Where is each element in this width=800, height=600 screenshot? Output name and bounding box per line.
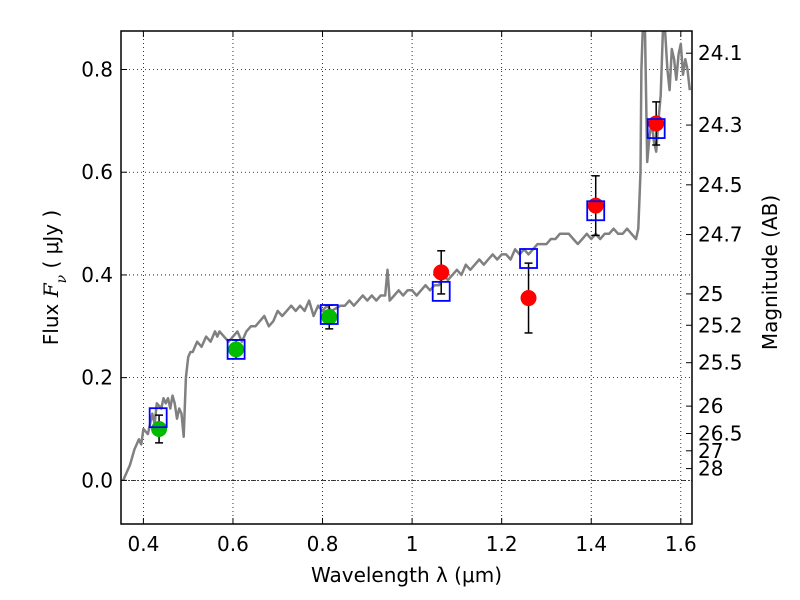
x-axis-label: Wavelength λ (μm)	[311, 563, 502, 587]
y-axis-label-symbol: F	[39, 282, 63, 298]
y-tick-label: 0.0	[81, 468, 113, 492]
x-tick-label: 0.8	[307, 532, 339, 556]
x-tick-label: 1.2	[486, 532, 518, 556]
magnitude-tick-label: 28	[698, 457, 723, 481]
magnitude-tick-label: 25	[698, 282, 723, 306]
magnitude-tick-label: 26	[698, 394, 723, 418]
x-tick-label: 1	[406, 532, 419, 556]
label-layer: Wavelength λ (μm) Flux Fν ( μJy ) Magnit…	[39, 195, 782, 587]
model-flux-square	[226, 338, 246, 360]
magnitude-tick-label: 25.5	[698, 351, 743, 375]
observed-flux-point	[433, 264, 450, 281]
y-tick-label: 0.4	[81, 263, 113, 287]
observed-flux-point	[520, 290, 537, 307]
magnitude-tick-label: 24.3	[698, 113, 743, 137]
model-flux-square	[148, 407, 168, 429]
magnitude-tick-label: 24.5	[698, 173, 743, 197]
y-axis-label-unit: ( μJy )	[39, 210, 63, 275]
magnitude-tick-label: 25.2	[698, 313, 743, 337]
magnitude-tick-label: 26.5	[698, 422, 743, 446]
model-flux-square	[319, 304, 339, 325]
template-spectrum-line	[122, 31, 692, 481]
magnitude-tick-label: 27	[698, 439, 723, 463]
y-axis-label-prefix: Flux	[39, 297, 63, 345]
observed-flux-point	[228, 341, 245, 358]
y-tick-label: 0.2	[81, 366, 113, 390]
x-tick-label: 1.6	[665, 532, 697, 556]
plot-frame	[120, 30, 693, 525]
magnitude-axis-label: Magnitude (AB)	[758, 195, 782, 350]
observed-flux-point	[321, 309, 338, 326]
y-axis-label: Flux Fν ( μJy )	[39, 210, 70, 345]
magnitude-tick-label: 24.7	[698, 223, 743, 247]
x-tick-label: 1.4	[575, 532, 607, 556]
tick-layer: 0.4 0.6 0.8 1 1.2 1.4 1.6 0.0 0.2 0.4 0.6 0.8 24.1 24…	[81, 31, 743, 556]
model-flux-square	[646, 118, 666, 139]
model-flux-square	[431, 280, 451, 302]
x-tick-label: 0.6	[217, 532, 249, 556]
x-tick-label: 0.4	[127, 532, 159, 556]
magnitude-tick-label: 24.1	[698, 41, 743, 65]
marker-layer	[148, 101, 666, 444]
y-tick-label: 0.8	[81, 58, 113, 82]
model-flux-square	[586, 200, 606, 222]
y-axis-label-subscript: ν	[54, 274, 70, 283]
observed-flux-point	[151, 420, 168, 437]
model-flux-square	[519, 248, 538, 269]
spectrum-layer	[122, 31, 692, 481]
y-tick-label: 0.6	[81, 160, 113, 184]
